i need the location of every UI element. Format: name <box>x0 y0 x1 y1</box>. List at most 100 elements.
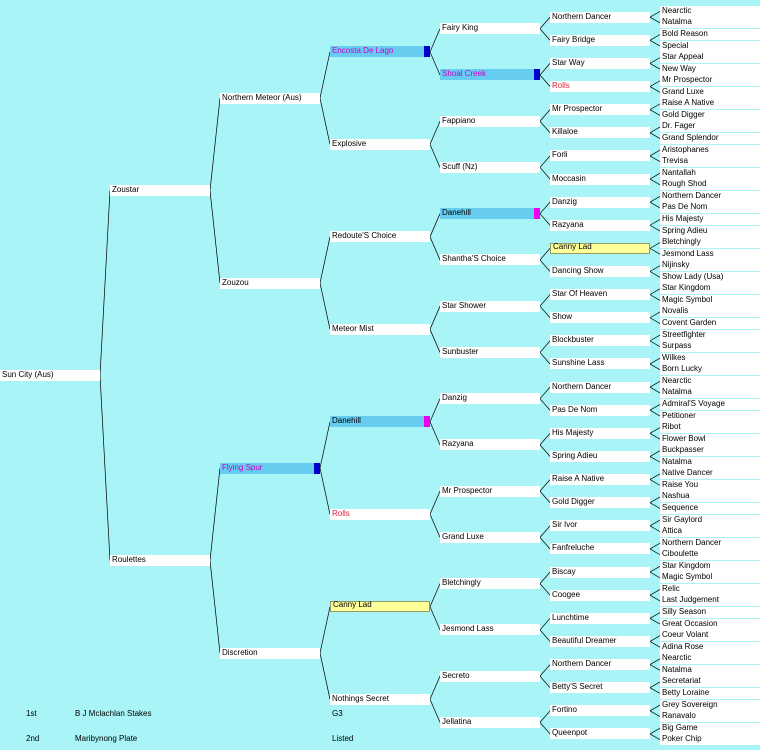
horse-name: Shoal Creek <box>442 69 487 79</box>
pedigree-entry-gen6: Grey Sovereign <box>660 699 760 711</box>
connector-line <box>649 571 661 579</box>
pedigree-entry-gen4: Danzig <box>440 393 540 405</box>
horse-name: Explosive <box>332 138 367 148</box>
pedigree-entry-gen6: Buckpasser <box>660 445 760 457</box>
horse-name: Dr. Fager <box>662 121 696 131</box>
pedigree-entry-gen3: Encosta De Lago <box>330 46 430 58</box>
horse-name: Dancing Show <box>552 266 604 275</box>
connector-line <box>539 352 551 365</box>
pedigree-entry-gen6: Dr. Fager <box>660 121 760 133</box>
connector-line <box>539 629 551 642</box>
horse-name: Danehill <box>442 208 471 218</box>
horse-name: Northern Dancer <box>552 11 612 21</box>
pedigree-entry-gen4: Grand Luxe <box>440 531 540 543</box>
pedigree-entry-gen6: Northern Dancer <box>660 537 760 549</box>
pedigree-entry-gen6: Nijinsky <box>660 260 760 272</box>
horse-name: Betty Loraine <box>662 687 710 697</box>
horse-name: Bletchingly <box>442 578 481 588</box>
pedigree-entry-gen5: Fortino <box>550 705 650 717</box>
connector-line <box>649 710 661 717</box>
pedigree-entry-gen6: Grand Splendor <box>660 133 760 145</box>
connector-line <box>539 583 551 596</box>
horse-name: Nothings Secret <box>332 693 389 703</box>
horse-name: Gold Digger <box>552 497 595 507</box>
horse-name: Fairy King <box>442 23 479 33</box>
pedigree-entry-gen6: Special <box>660 40 760 52</box>
pedigree-entry-gen5: Coogee <box>550 589 650 601</box>
pedigree-entry-gen0: Sun City (Aus) <box>0 370 100 382</box>
connector-line <box>429 491 441 515</box>
pedigree-entry-gen6: Sir Gaylord <box>660 514 760 526</box>
connector-line <box>649 733 661 741</box>
horse-name: Mr Prospector <box>442 485 493 495</box>
horse-name: Flower Bowl <box>662 433 706 443</box>
horse-name: Pas De Nom <box>552 404 598 414</box>
connector-line <box>649 542 661 550</box>
pedigree-entry-gen5: Fanfreluche <box>550 543 650 555</box>
pedigree-entry-gen4: Scuff (Nz) <box>440 161 540 173</box>
connector-line <box>539 675 551 688</box>
connector-line <box>649 704 661 712</box>
connector-line <box>539 664 551 677</box>
result-1-grade: G3 <box>332 709 343 718</box>
connector-line <box>649 109 661 116</box>
horse-name: Betty'S Secret <box>552 682 603 692</box>
pedigree-entry-gen6: Nearctic <box>660 653 760 665</box>
horse-name: Secreto <box>442 670 470 680</box>
horse-name: Poker Chip <box>662 734 702 744</box>
connector-line <box>649 381 661 388</box>
connector-line <box>99 190 111 376</box>
connector-line <box>649 566 661 573</box>
connector-line <box>429 28 441 52</box>
horse-name: Star Way <box>552 57 585 67</box>
connector-line <box>649 34 661 41</box>
pedigree-entry-gen5: Queenpot <box>550 728 650 740</box>
connector-line <box>539 16 551 29</box>
horse-name: Razyana <box>552 219 584 229</box>
horse-name: Nearctic <box>662 5 692 15</box>
pedigree-entry-gen4: Sunbuster <box>440 346 540 358</box>
horse-name: Shantha'S Choice <box>442 254 506 264</box>
connector-line <box>649 404 661 411</box>
pedigree-entry-gen6: Novalis <box>660 306 760 318</box>
pedigree-entry-gen5: His Majesty <box>550 427 650 439</box>
connector-line <box>649 16 661 24</box>
horse-name: Mr Prospector <box>662 75 713 85</box>
pedigree-entry-gen6: Sequence <box>660 503 760 514</box>
connector-line <box>649 479 661 486</box>
horse-name: Big Game <box>662 722 698 732</box>
pedigree-entry-gen3: Meteor Mist <box>330 323 430 335</box>
pedigree-entry-gen5: Northern Dancer <box>550 381 650 393</box>
horse-name: Queenpot <box>552 728 588 738</box>
connector-line <box>539 259 551 272</box>
horse-name: Born Lucky <box>662 364 703 374</box>
connector-line <box>429 398 441 422</box>
connector-line <box>649 103 661 110</box>
connector-line <box>539 398 551 411</box>
horse-name: Killaloe <box>552 127 578 137</box>
connector-line <box>649 618 661 625</box>
horse-name: Raise A Native <box>662 98 715 108</box>
connector-line <box>539 433 551 446</box>
horse-name: Surpass <box>662 341 692 351</box>
horse-name: Razyana <box>442 439 474 449</box>
horse-name: Bletchingly <box>662 237 701 247</box>
connector-line <box>429 329 441 353</box>
connector-line <box>429 213 441 237</box>
connector-line <box>649 687 661 694</box>
pedigree-entry-gen2: Flying Spur <box>220 462 320 474</box>
highlight-tag <box>534 208 540 220</box>
pedigree-entry-gen6: Star Kingdom <box>660 283 760 295</box>
connector-line <box>649 288 661 295</box>
pedigree-entry-gen3: Canny Lad <box>330 600 430 613</box>
horse-name: Blockbuster <box>552 335 594 345</box>
pedigree-entry-gen6: Nashua <box>660 491 760 503</box>
pedigree-entry-gen5: Star Of Heaven <box>550 289 650 301</box>
horse-name: Relic <box>662 583 680 593</box>
connector-line <box>649 132 661 139</box>
connector-line <box>649 612 661 619</box>
horse-name: Spring Adieu <box>662 225 708 235</box>
horse-name: Danehill <box>332 416 361 426</box>
connector-line <box>539 571 551 584</box>
connector-line <box>209 98 221 191</box>
